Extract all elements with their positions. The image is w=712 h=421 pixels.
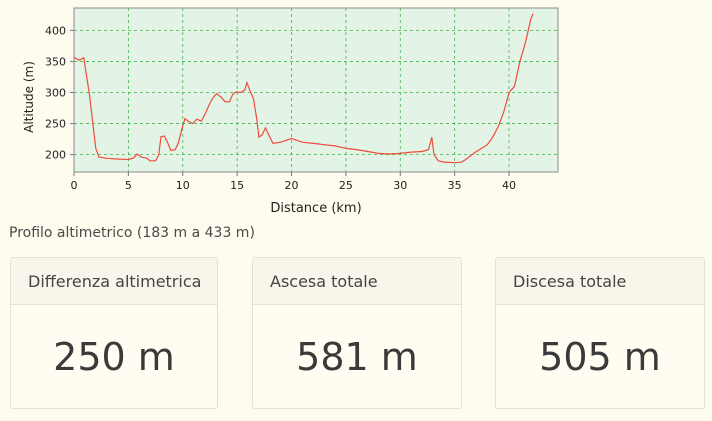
elevation-chart: 0 5 10 15 20 25 30 35 40 200 250 300 350 400 Distance… (22, 7, 559, 216)
y-tick-label: 350 (45, 55, 66, 68)
total-ascent-card: Ascesa totale 581 m (252, 257, 462, 409)
plot-area (74, 8, 558, 172)
x-tick-label: 30 (393, 179, 407, 192)
x-tick-label: 35 (448, 179, 462, 192)
x-tick-label: 0 (71, 179, 78, 192)
x-tick-label: 25 (339, 179, 353, 192)
total-descent-card: Discesa totale 505 m (495, 257, 705, 409)
plot-border (73, 7, 559, 173)
card-value: 505 m (539, 335, 661, 379)
x-tick-label: 5 (125, 179, 132, 192)
y-tick-label: 200 (45, 149, 66, 162)
x-axis-label: Distance (km) (270, 201, 361, 216)
x-tick-label: 40 (502, 179, 516, 192)
y-tick-label: 250 (45, 118, 66, 131)
x-tick-label: 20 (285, 179, 299, 192)
x-tick-label: 10 (176, 179, 190, 192)
elevation-series-line (73, 13, 534, 164)
card-title: Discesa totale (496, 258, 704, 305)
grid-lines (73, 8, 558, 172)
card-value: 250 m (53, 335, 175, 379)
y-tick-label: 400 (45, 24, 66, 37)
elevation-difference-card: Differenza altimetrica 250 m (10, 257, 218, 409)
card-value: 581 m (296, 335, 418, 379)
x-tick-label: 15 (230, 179, 244, 192)
y-axis-label: Altitude (m) (22, 61, 36, 133)
card-title: Differenza altimetrica (11, 258, 217, 305)
y-tick-label: 300 (45, 86, 66, 99)
axes: 0 5 10 15 20 25 30 35 40 200 250 300 350 400 (45, 7, 559, 192)
card-title: Ascesa totale (253, 258, 461, 305)
elevation-profile-caption: Profilo altimetrico (183 m a 433 m) (9, 225, 255, 241)
